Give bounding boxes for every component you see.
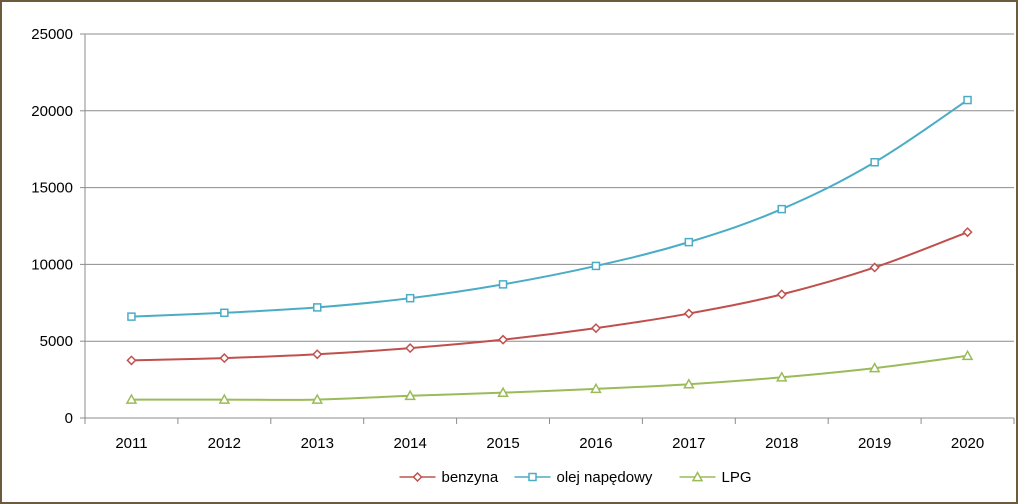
legend-label: benzyna <box>442 469 499 486</box>
series-3-point <box>868 362 881 373</box>
legend-label: olej napędowy <box>557 469 653 486</box>
series-1-point <box>126 355 137 366</box>
series-2-point <box>313 303 322 312</box>
gridlines <box>85 33 1014 342</box>
y-tick-label: 0 <box>65 410 73 427</box>
x-tick-label: 2014 <box>393 435 426 452</box>
legend-item: LPG <box>679 469 752 486</box>
series-3 <box>125 349 974 404</box>
series-3-line <box>131 354 968 401</box>
legend-marker <box>528 472 537 482</box>
x-tick-label: 2016 <box>579 435 612 452</box>
x-tick-label: 2018 <box>765 435 798 452</box>
legend-item: olej napędowy <box>514 469 653 486</box>
series-2 <box>127 95 972 321</box>
series-2-point <box>963 95 972 105</box>
axes <box>80 33 1015 424</box>
y-tick-labels: 0 5000 10000 15000 20000 25000 <box>31 26 73 427</box>
series-3-point <box>683 378 695 389</box>
series-1-point <box>869 262 880 273</box>
series-1-point <box>312 349 323 360</box>
series-3-point <box>961 349 974 361</box>
series-2-point <box>498 280 508 289</box>
x-tick-label: 2012 <box>208 435 241 452</box>
x-tick-label: 2017 <box>672 435 705 452</box>
series-2-point <box>777 204 786 214</box>
legend-marker <box>412 471 423 483</box>
series-3-point <box>497 386 509 398</box>
x-tick-label: 2015 <box>486 435 519 452</box>
series-1-point <box>683 308 694 319</box>
y-tick-label: 20000 <box>31 103 73 120</box>
series-3-point <box>590 382 602 394</box>
legend-item: benzyna <box>399 469 499 486</box>
series-1-point <box>219 353 230 364</box>
series-1 <box>126 227 973 366</box>
y-tick-label: 10000 <box>31 256 73 273</box>
x-tick-labels: 2011 2012 2013 2014 2015 2016 2017 2018 2019 2020 <box>115 435 984 452</box>
x-tick-label: 2013 <box>301 435 334 452</box>
series-3-point <box>775 371 788 382</box>
series-1-point <box>405 343 416 354</box>
legend-label: LPG <box>722 469 752 486</box>
series-2-point <box>870 158 879 167</box>
x-tick-label: 2011 <box>115 435 147 452</box>
legend: benzyna olej napędowy LPG <box>399 469 752 486</box>
series-3-point <box>311 393 324 404</box>
y-tick-label: 5000 <box>40 333 73 350</box>
series-2-line <box>131 99 969 318</box>
series-2-point <box>684 237 694 247</box>
x-tick-label: 2020 <box>951 435 984 452</box>
series-3-point <box>125 393 138 404</box>
series-1-point <box>962 227 973 238</box>
y-tick-label: 25000 <box>31 26 73 43</box>
series-1-point <box>590 323 602 334</box>
series-1-point <box>776 289 787 300</box>
series-1-point <box>497 334 509 345</box>
series-2-point <box>591 261 601 271</box>
series-1-line <box>131 231 968 362</box>
series-lines <box>125 95 974 404</box>
y-tick-label: 15000 <box>31 180 73 197</box>
legend-marker <box>691 470 704 482</box>
series-2-point <box>405 293 415 303</box>
series-2-point <box>127 312 136 321</box>
series-3-point <box>404 389 416 401</box>
x-tick-label: 2019 <box>858 435 891 452</box>
series-3-point <box>218 393 231 404</box>
series-2-point <box>220 308 229 318</box>
